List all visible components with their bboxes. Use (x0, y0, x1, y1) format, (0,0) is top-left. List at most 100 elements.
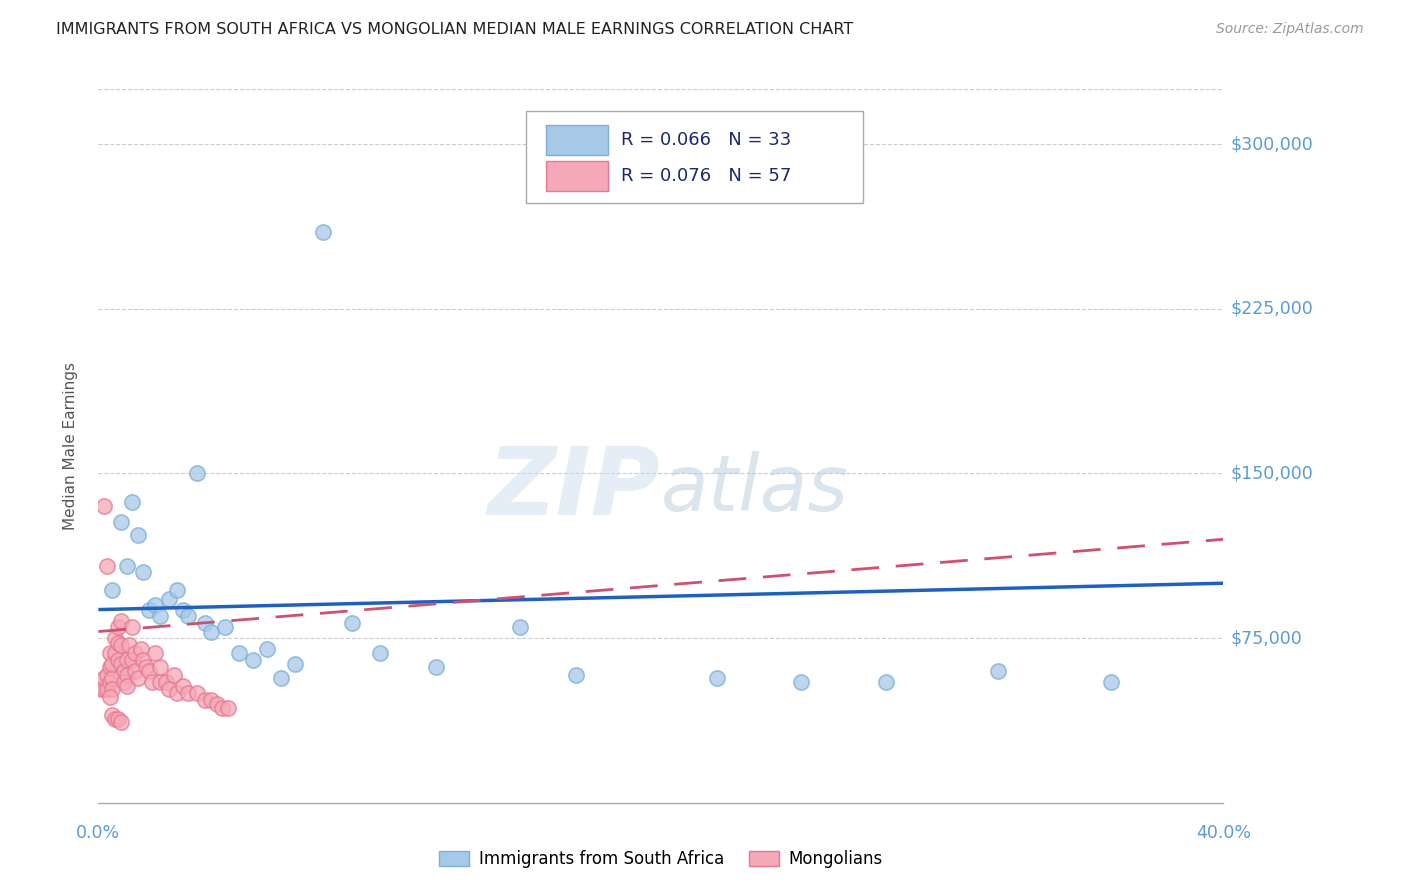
Point (121, 653, 143, 667)
Point (104, 631, 127, 645)
Point (98, 647, 121, 661)
Point (98, 675, 121, 690)
Point (104, 712, 127, 726)
Point (124, 647, 146, 661)
Point (312, 225, 335, 239)
Point (875, 675, 897, 690)
Point (509, 620, 531, 634)
Text: $300,000: $300,000 (1230, 135, 1313, 153)
Text: $225,000: $225,000 (1230, 300, 1313, 318)
Point (242, 653, 264, 667)
Text: 0.0%: 0.0% (76, 824, 121, 842)
Text: $150,000: $150,000 (1230, 465, 1313, 483)
Point (143, 598, 166, 612)
Point (163, 668, 186, 682)
Point (115, 653, 138, 667)
Point (112, 675, 135, 690)
Point (107, 620, 129, 634)
Point (177, 609, 200, 624)
Point (425, 659, 447, 673)
Point (127, 671, 149, 685)
Point (565, 668, 588, 682)
Point (149, 659, 172, 673)
Point (93, 500, 115, 514)
Text: atlas: atlas (661, 450, 849, 527)
Point (141, 675, 163, 690)
Point (256, 642, 278, 657)
Point (200, 692, 222, 706)
Text: $75,000: $75,000 (1230, 629, 1302, 647)
Point (129, 642, 152, 657)
Text: ZIP: ZIP (488, 442, 661, 535)
Point (101, 582, 124, 597)
Point (143, 647, 166, 661)
Point (138, 602, 160, 616)
Point (205, 697, 228, 711)
Point (112, 664, 135, 678)
Point (98, 659, 121, 673)
Point (127, 528, 149, 542)
Point (132, 566, 155, 580)
Point (101, 708, 124, 723)
Point (270, 671, 292, 685)
Point (121, 620, 143, 634)
Point (284, 657, 307, 672)
Point (790, 675, 813, 690)
Text: Source: ZipAtlas.com: Source: ZipAtlas.com (1216, 22, 1364, 37)
Point (132, 653, 155, 667)
Y-axis label: Median Male Earnings: Median Male Earnings (63, 362, 77, 530)
Point (194, 615, 217, 630)
Bar (546, 161, 607, 191)
Point (149, 609, 172, 624)
Point (110, 614, 132, 628)
Point (98, 690, 121, 705)
Bar (546, 125, 607, 155)
Point (104, 647, 127, 661)
Point (166, 686, 188, 700)
Point (101, 671, 124, 685)
Point (118, 638, 141, 652)
Point (340, 615, 363, 630)
Point (107, 712, 129, 726)
Point (101, 657, 124, 672)
Point (706, 671, 728, 685)
Point (166, 582, 188, 597)
Point (186, 686, 208, 700)
Point (96, 668, 118, 682)
Point (110, 515, 132, 529)
Point (157, 591, 180, 606)
Point (149, 675, 172, 690)
Point (138, 664, 160, 678)
Point (93, 681, 115, 696)
Point (135, 659, 157, 673)
Point (172, 680, 194, 694)
Point (110, 657, 132, 672)
Point (177, 686, 200, 700)
Point (115, 668, 138, 682)
Point (93, 671, 115, 685)
Point (124, 664, 146, 678)
Point (157, 681, 180, 696)
Point (194, 692, 217, 706)
Point (1099, 675, 1122, 690)
Point (101, 681, 124, 696)
Point (96, 558, 118, 573)
Point (115, 680, 138, 694)
Point (121, 495, 143, 509)
Point (115, 558, 138, 573)
Point (107, 635, 129, 649)
Text: IMMIGRANTS FROM SOUTH AFRICA VS MONGOLIAN MEDIAN MALE EARNINGS CORRELATION CHART: IMMIGRANTS FROM SOUTH AFRICA VS MONGOLIA… (56, 22, 853, 37)
Text: 40.0%: 40.0% (1195, 824, 1251, 842)
Point (90, 681, 112, 696)
Point (110, 714, 132, 729)
Point (214, 620, 236, 634)
Point (987, 664, 1010, 678)
Point (186, 467, 208, 481)
Point (110, 638, 132, 652)
Point (200, 624, 222, 639)
Point (172, 602, 194, 616)
Point (368, 647, 391, 661)
Point (96, 681, 118, 696)
Point (107, 653, 129, 667)
Text: R = 0.076   N = 57: R = 0.076 N = 57 (621, 167, 792, 185)
